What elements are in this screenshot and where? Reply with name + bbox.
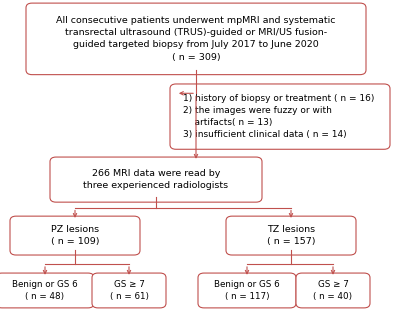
Text: GS ≥ 7
( n = 61): GS ≥ 7 ( n = 61) [110,280,148,301]
Text: All consecutive patients underwent mpMRI and systematic
transrectal ultrasound (: All consecutive patients underwent mpMRI… [56,16,336,62]
FancyBboxPatch shape [26,3,366,75]
Text: Benign or GS 6
( n = 117): Benign or GS 6 ( n = 117) [214,280,280,301]
FancyBboxPatch shape [170,84,390,149]
Text: PZ lesions
( n = 109): PZ lesions ( n = 109) [51,225,99,246]
Text: TZ lesions
( n = 157): TZ lesions ( n = 157) [267,225,315,246]
Text: 266 MRI data were read by
three experienced radiologists: 266 MRI data were read by three experien… [84,169,228,190]
FancyBboxPatch shape [10,216,140,255]
FancyBboxPatch shape [50,157,262,202]
FancyBboxPatch shape [198,273,296,308]
FancyBboxPatch shape [296,273,370,308]
FancyBboxPatch shape [0,273,94,308]
FancyBboxPatch shape [92,273,166,308]
FancyBboxPatch shape [226,216,356,255]
Text: Benign or GS 6
( n = 48): Benign or GS 6 ( n = 48) [12,280,78,301]
Text: 1) history of biopsy or treatment ( n = 16)
2) the images were fuzzy or with
   : 1) history of biopsy or treatment ( n = … [183,94,374,139]
Text: GS ≥ 7
( n = 40): GS ≥ 7 ( n = 40) [314,280,352,301]
